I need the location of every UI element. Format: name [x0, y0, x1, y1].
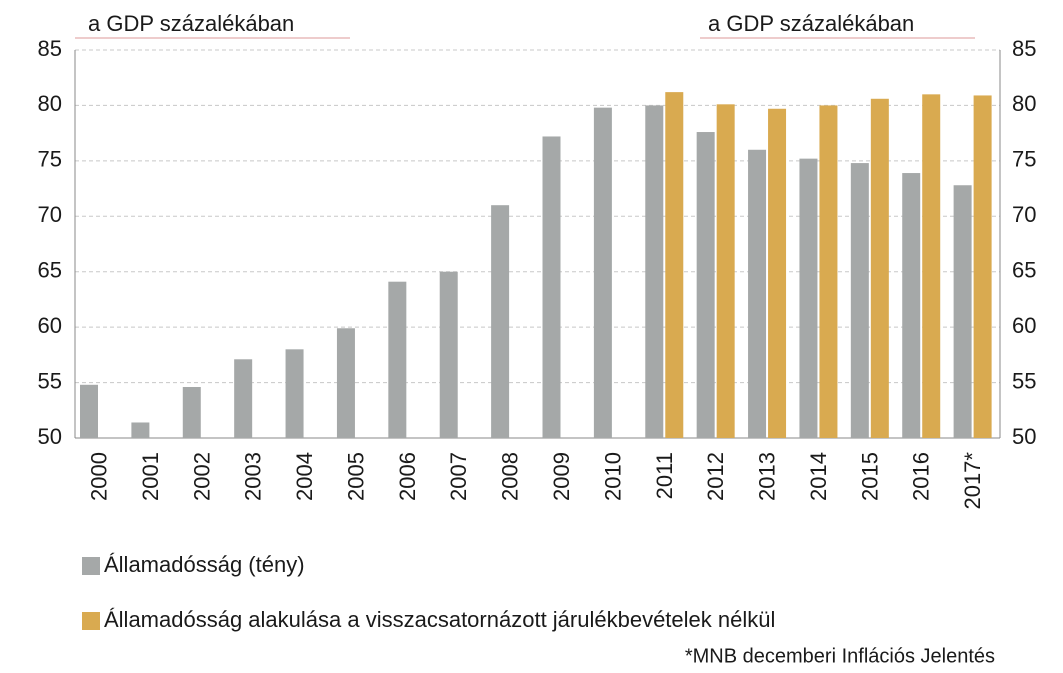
x-tick-label: 2016 [909, 452, 934, 501]
bar [439, 271, 458, 438]
y2-axis-label: a GDP százalékában [708, 11, 914, 36]
x-tick-label: 2001 [138, 452, 163, 501]
bar [953, 185, 972, 438]
y-tick-label: 55 [38, 368, 62, 393]
legend-swatch [82, 557, 100, 575]
x-tick-label: 2015 [857, 452, 882, 501]
bar [234, 359, 253, 438]
x-tick-label: 2008 [498, 452, 523, 501]
x-tick-label: 2010 [600, 452, 625, 501]
y2-tick-label: 80 [1012, 91, 1036, 116]
x-tick-label: 2013 [755, 452, 780, 501]
bar [542, 136, 561, 438]
x-tick-label: 2012 [703, 452, 728, 501]
x-tick-label: 2000 [87, 452, 112, 501]
y-tick-label: 70 [38, 202, 62, 227]
bar [819, 105, 838, 438]
bar [716, 104, 735, 438]
bar [593, 107, 612, 438]
x-tick-label: 2006 [395, 452, 420, 501]
y-tick-label: 80 [38, 91, 62, 116]
bar [799, 158, 818, 438]
x-tick-label: 2007 [446, 452, 471, 501]
x-tick-label: 2005 [343, 452, 368, 501]
y-axis-label: a GDP százalékában [88, 11, 294, 36]
x-tick-label: 2011 [652, 452, 677, 499]
bar [902, 173, 921, 438]
note: *MNB decemberi Inflációs Jelentés [685, 645, 995, 667]
y2-tick-label: 75 [1012, 147, 1036, 172]
y2-tick-label: 60 [1012, 313, 1036, 338]
bar [696, 132, 715, 438]
y-tick-label: 60 [38, 313, 62, 338]
bar [388, 281, 407, 438]
legend-swatch [82, 612, 100, 630]
bar [748, 149, 767, 438]
y2-tick-label: 55 [1012, 368, 1036, 393]
bar [870, 98, 889, 438]
bar [768, 108, 787, 439]
bar [973, 95, 992, 439]
y2-tick-label: 70 [1012, 202, 1036, 227]
x-tick-label: 2002 [189, 452, 214, 501]
y-tick-label: 50 [38, 424, 62, 449]
x-tick-label: 2004 [292, 452, 317, 501]
bar [665, 92, 684, 438]
bar [80, 384, 98, 438]
x-tick-label: 2017* [960, 452, 985, 510]
legend-label: Államadósság (tény) [104, 552, 305, 577]
bar [285, 349, 304, 438]
legend-label: Államadósság alakulása a visszacsatornáz… [104, 607, 775, 632]
y-tick-label: 65 [38, 258, 62, 283]
x-tick-label: 2003 [241, 452, 266, 501]
y-tick-label: 85 [38, 36, 62, 61]
bar [922, 94, 941, 438]
bar [850, 163, 869, 438]
x-tick-label: 2009 [549, 452, 574, 501]
bar [336, 328, 355, 438]
y-tick-label: 75 [38, 147, 62, 172]
bar [182, 387, 201, 438]
bar [491, 205, 510, 438]
y2-tick-label: 50 [1012, 424, 1036, 449]
y2-tick-label: 65 [1012, 258, 1036, 283]
bar [131, 422, 150, 438]
x-tick-label: 2014 [806, 452, 831, 501]
y2-tick-label: 85 [1012, 36, 1036, 61]
bar [645, 105, 664, 438]
